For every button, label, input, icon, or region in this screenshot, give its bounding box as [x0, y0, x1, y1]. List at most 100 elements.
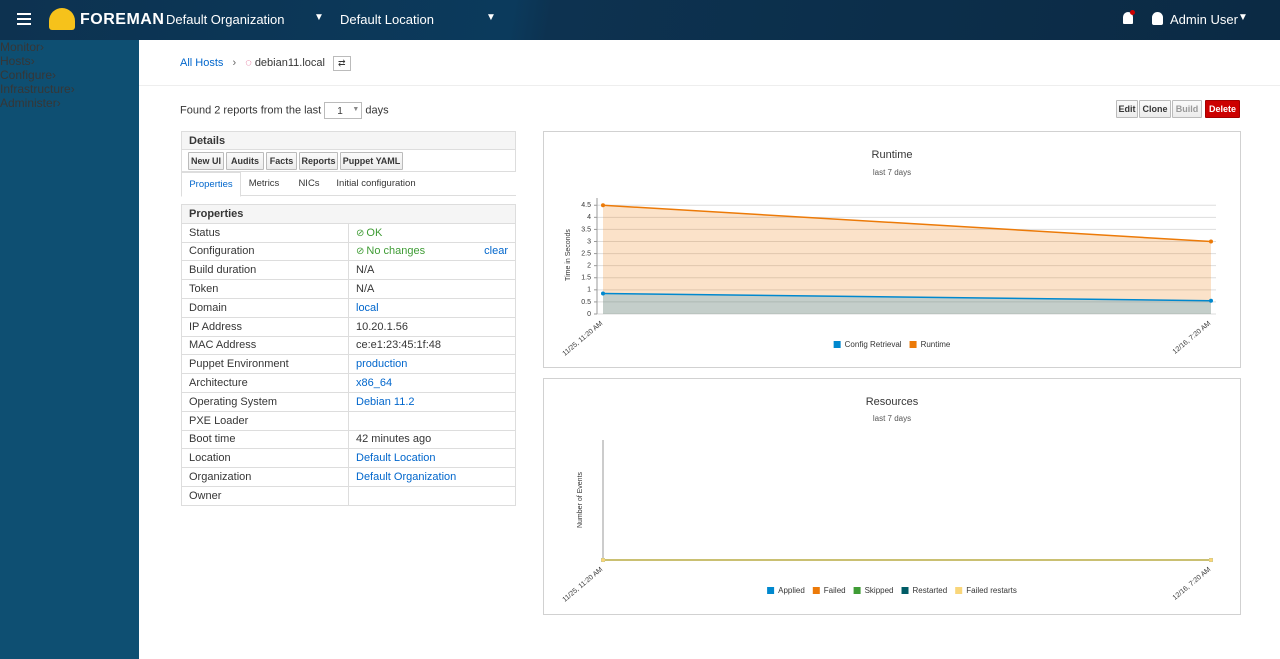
- tab[interactable]: Initial configuration: [331, 172, 421, 197]
- legend-label: Runtime: [921, 340, 951, 349]
- property-text: 42 minutes ago: [356, 433, 431, 445]
- chevron: ›: [57, 96, 61, 110]
- nav-label: Monitor: [0, 40, 40, 54]
- breadcrumb-current: debian11.local: [255, 57, 325, 69]
- point: [1209, 299, 1213, 303]
- tab[interactable]: NICs: [288, 172, 330, 197]
- status-icon: ⊘: [356, 228, 364, 239]
- tab[interactable]: Metrics: [241, 172, 287, 197]
- os-icon: ◌: [245, 57, 252, 69]
- tab[interactable]: Properties: [181, 172, 241, 197]
- detail-button[interactable]: Puppet YAML: [340, 152, 403, 170]
- property-value: 10.20.1.56: [349, 317, 516, 336]
- nav-item[interactable]: Infrastructure›: [0, 82, 139, 96]
- property-text: OK: [366, 227, 382, 239]
- tabs: PropertiesMetricsNICsInitial configurati…: [181, 172, 516, 196]
- notification-badge: [1130, 10, 1135, 15]
- detail-button[interactable]: Facts: [266, 152, 297, 170]
- action-button[interactable]: Delete: [1205, 100, 1240, 118]
- property-value: Default Organization: [349, 468, 516, 487]
- legend-swatch: [767, 587, 774, 594]
- top-bar: FOREMAN Default Organization ▼ Default L…: [0, 0, 1280, 40]
- organization-menu[interactable]: Default Organization: [166, 12, 285, 27]
- user-icon: [1152, 12, 1163, 25]
- property-label: Configuration: [182, 242, 349, 261]
- legend-swatch: [854, 587, 861, 594]
- property-label: Build duration: [182, 261, 349, 280]
- legend-swatch: [902, 587, 909, 594]
- chevron: ›: [40, 40, 44, 54]
- point: [601, 203, 605, 207]
- y-tick-label: 0: [587, 311, 591, 318]
- nav-item[interactable]: Administer›: [0, 96, 139, 110]
- nav-label: Hosts: [0, 54, 31, 68]
- legend-label: Failed: [824, 586, 846, 595]
- x-tick-label: 12/16, 7:20 AM: [1172, 320, 1213, 356]
- property-row: Configuration⊘No changesclear: [182, 242, 516, 261]
- legend-swatch: [834, 341, 841, 348]
- nav-label: Infrastructure: [0, 82, 71, 96]
- menu-toggle[interactable]: [17, 13, 31, 15]
- property-text[interactable]: production: [356, 358, 407, 370]
- y-axis-label: Number of Events: [577, 471, 584, 528]
- property-text[interactable]: local: [356, 302, 379, 314]
- location-menu[interactable]: Default Location: [340, 12, 434, 27]
- legend-label: Failed restarts: [966, 586, 1017, 595]
- property-row: Status ⊘OK: [182, 223, 516, 242]
- nav-label: Configure: [0, 68, 52, 82]
- property-row: Domainlocal: [182, 298, 516, 317]
- action-button[interactable]: Clone: [1139, 100, 1171, 118]
- action-button[interactable]: Build: [1172, 100, 1202, 118]
- point: [1209, 240, 1213, 244]
- caret: ▼: [486, 12, 496, 23]
- property-row: Token N/A: [182, 280, 516, 299]
- action-button[interactable]: Edit: [1116, 100, 1138, 118]
- separator: ›: [232, 57, 236, 69]
- legend-label: Applied: [778, 586, 805, 595]
- nav-item[interactable]: Monitor›: [0, 40, 139, 54]
- divider: [139, 85, 1280, 86]
- property-row: Owner: [182, 486, 516, 505]
- point: [1209, 558, 1213, 562]
- y-tick-label: 3.5: [581, 226, 591, 233]
- property-row: IP Address10.20.1.56: [182, 317, 516, 336]
- property-value: x86_64: [349, 374, 516, 393]
- property-value: Default Location: [349, 449, 516, 468]
- chevron: ›: [52, 68, 56, 82]
- detail-button[interactable]: Audits: [226, 152, 264, 170]
- property-text[interactable]: Debian 11.2: [356, 396, 415, 408]
- property-value: N/A: [349, 261, 516, 280]
- point: [601, 558, 605, 562]
- user-menu[interactable]: Admin User: [1170, 12, 1238, 27]
- property-value: production: [349, 355, 516, 374]
- legend-label: Skipped: [865, 586, 894, 595]
- property-label: Boot time: [182, 430, 349, 449]
- legend-label: Config Retrieval: [845, 340, 902, 349]
- clear-link[interactable]: clear: [484, 245, 508, 257]
- nav-item[interactable]: Hosts›: [0, 54, 139, 68]
- caret: ▼: [314, 12, 324, 23]
- filter-text: Found 2 reports from the last: [180, 104, 321, 116]
- property-text: N/A: [356, 283, 374, 295]
- switcher-button[interactable]: ⇄: [333, 56, 351, 71]
- logo-icon: [49, 8, 75, 30]
- detail-button[interactable]: New UI: [188, 152, 224, 170]
- properties-title: Properties: [182, 205, 516, 224]
- nav-item[interactable]: Configure›: [0, 68, 139, 82]
- caret: ▼: [1238, 12, 1248, 23]
- property-label: MAC Address: [182, 336, 349, 355]
- property-label: Status: [182, 223, 349, 242]
- days-select[interactable]: 1▼: [324, 102, 362, 119]
- detail-button[interactable]: Reports: [299, 152, 338, 170]
- property-row: Architecturex86_64: [182, 374, 516, 393]
- property-label: Token: [182, 280, 349, 299]
- y-tick-label: 2.5: [581, 250, 591, 257]
- legend-swatch: [955, 587, 962, 594]
- property-text[interactable]: x86_64: [356, 377, 392, 389]
- breadcrumb-link[interactable]: All Hosts: [180, 57, 223, 69]
- property-text[interactable]: Default Location: [356, 452, 436, 464]
- legend-swatch: [910, 341, 917, 348]
- property-text[interactable]: Default Organization: [356, 471, 456, 483]
- details-title: Details: [181, 131, 516, 150]
